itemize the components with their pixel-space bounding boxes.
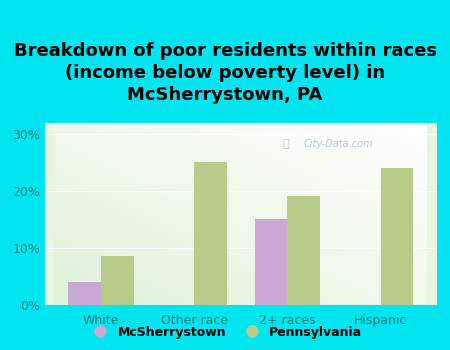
- Bar: [101, 256, 134, 304]
- Text: Breakdown of poor residents within races
(income below poverty level) in
McSherr: Breakdown of poor residents within races…: [14, 42, 436, 104]
- Bar: [255, 219, 288, 304]
- Text: Ⓠ: Ⓠ: [283, 139, 289, 149]
- Legend: McSherrystown, Pennsylvania: McSherrystown, Pennsylvania: [83, 321, 367, 344]
- Bar: [194, 162, 227, 304]
- Bar: [68, 282, 101, 304]
- Bar: [288, 196, 320, 304]
- Bar: [381, 168, 413, 304]
- Text: City-Data.com: City-Data.com: [304, 139, 373, 149]
